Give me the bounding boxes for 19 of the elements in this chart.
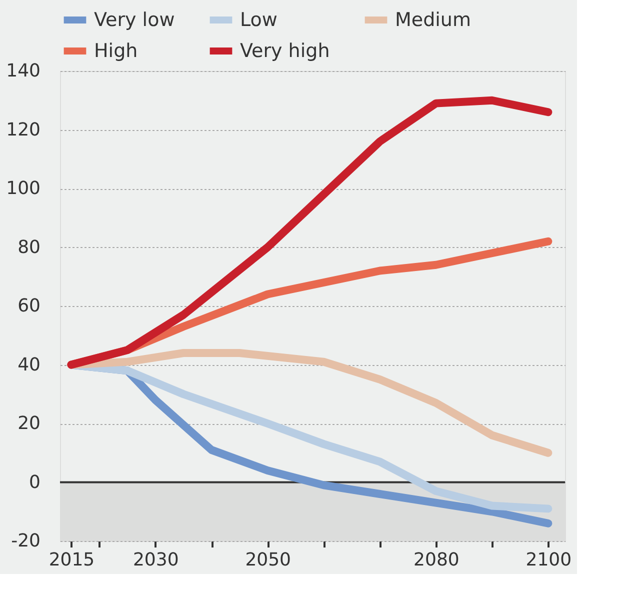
legend-label: Very low [94,9,175,31]
x-tick-label: 2050 [245,550,292,570]
x-tick-label: 2100 [526,550,572,570]
y-tick-label: 20 [18,413,40,434]
y-tick-label: 0 [29,472,40,493]
y-tick-label: 120 [6,119,40,140]
x-tick-label: 2030 [132,550,179,570]
legend-label: Low [240,9,278,31]
legend-label: High [94,40,138,62]
y-tick-label: 60 [18,296,40,316]
y-tick-label: -20 [11,530,40,552]
x-tick-label: 2080 [414,550,460,570]
y-tick-label: 80 [18,236,40,258]
y-tick-label: 40 [18,354,40,376]
legend-label: Very high [240,40,330,62]
y-tick-label: 100 [6,178,40,199]
y-tick-label: 140 [6,60,40,82]
x-tick-label: 2015 [48,550,95,570]
legend-label: Medium [395,9,471,31]
